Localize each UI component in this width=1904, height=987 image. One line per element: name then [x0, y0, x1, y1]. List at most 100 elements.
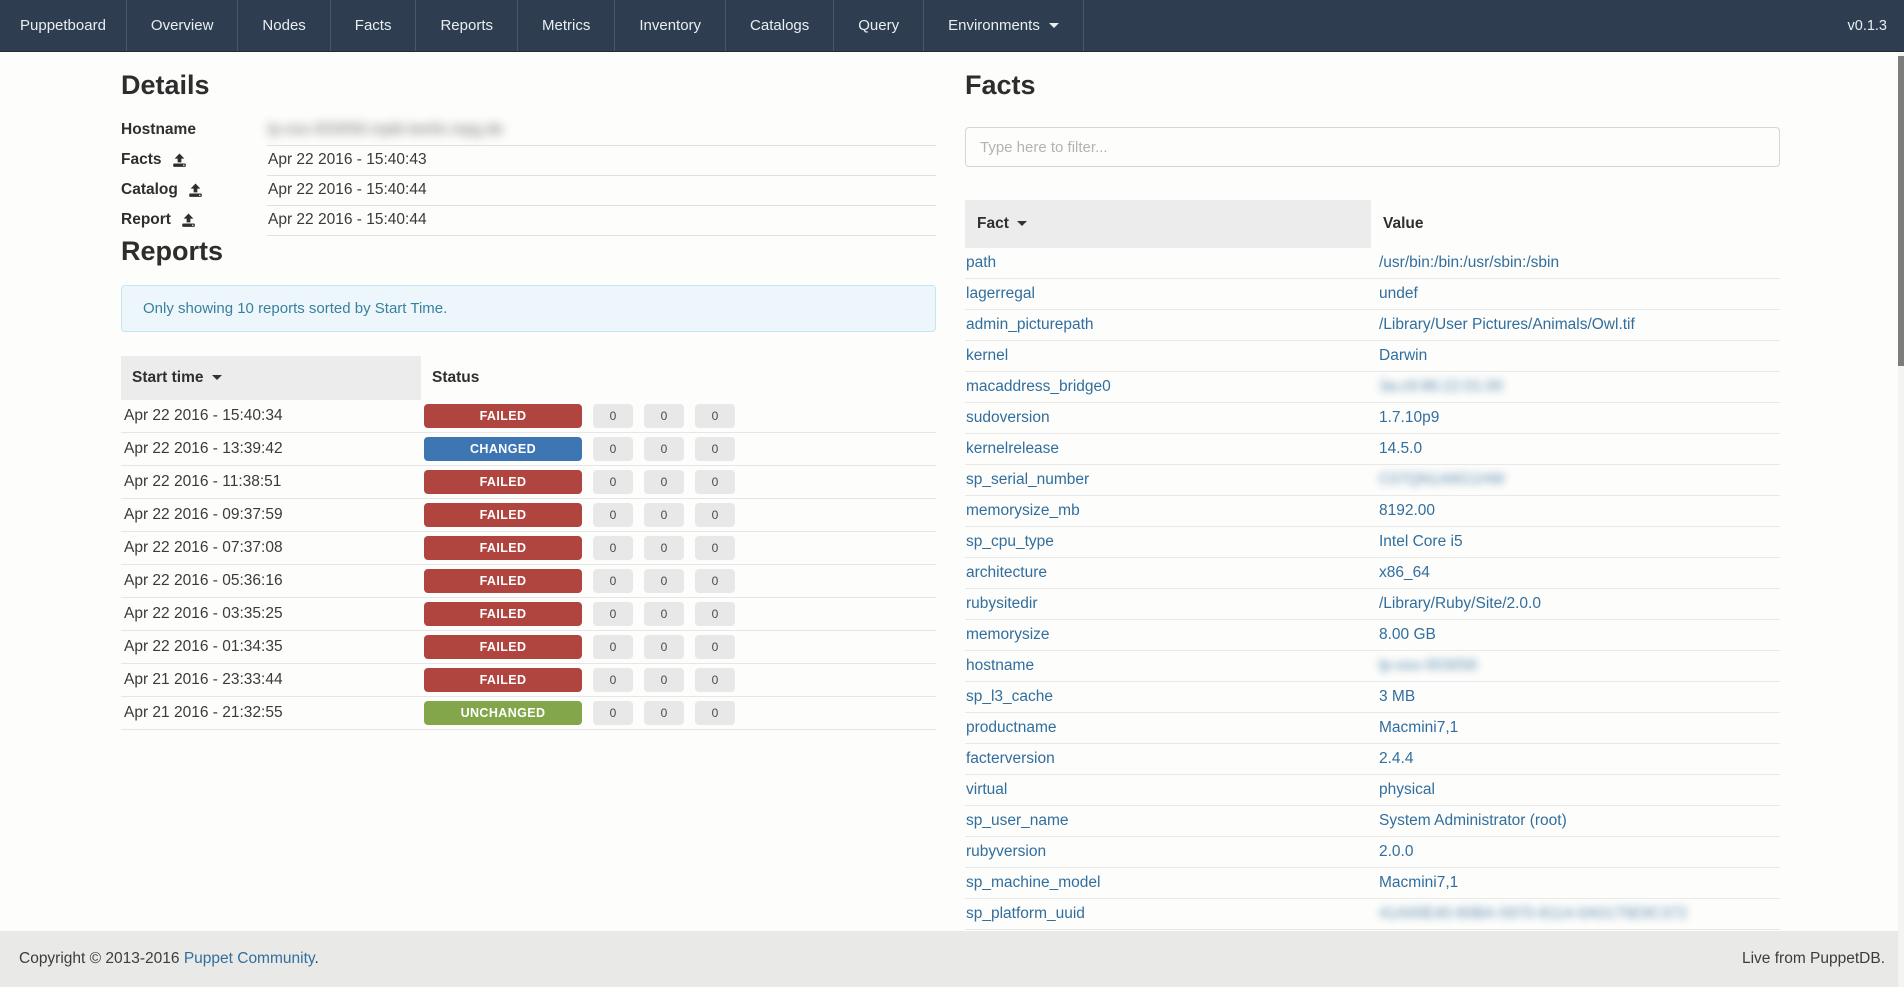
fact-row: memorysize 8.00 GB: [965, 619, 1780, 651]
report-row[interactable]: Apr 22 2016 - 09:37:59 FAILED 0 0 0: [121, 498, 936, 532]
fact-value-cell[interactable]: undef: [1371, 278, 1780, 310]
nav-item-reports[interactable]: Reports: [416, 0, 518, 51]
fact-value-cell[interactable]: System Administrator (root): [1371, 805, 1780, 837]
fact-name-link[interactable]: sp_cpu_type: [966, 533, 1054, 550]
count-badge: 0: [644, 536, 684, 560]
status-badge: FAILED: [424, 569, 582, 593]
report-start-time: Apr 22 2016 - 07:37:08: [121, 531, 421, 565]
detail-value: lp-osx-003056.mpib-berlin.mpg.de: [267, 115, 936, 146]
facts-filter-input[interactable]: [965, 127, 1780, 167]
report-row[interactable]: Apr 22 2016 - 15:40:34 FAILED 0 0 0: [121, 399, 936, 433]
detail-label: Hostname: [121, 115, 267, 145]
fact-value-cell[interactable]: /usr/bin:/bin:/usr/sbin:/sbin: [1371, 248, 1780, 279]
fact-name-link[interactable]: admin_picturepath: [966, 316, 1094, 333]
facts-header-value[interactable]: Value: [1371, 200, 1780, 248]
fact-row: lagerregal undef: [965, 278, 1780, 310]
navbar-brand[interactable]: Puppetboard: [0, 0, 127, 51]
scrollbar-thumb[interactable]: [1898, 56, 1904, 366]
fact-row: sp_l3_cache 3 MB: [965, 681, 1780, 713]
facts-header-fact[interactable]: Fact: [965, 200, 1371, 248]
fact-value-cell[interactable]: Macmini7,1: [1371, 867, 1780, 899]
report-row[interactable]: Apr 22 2016 - 03:35:25 FAILED 0 0 0: [121, 597, 936, 631]
fact-value-cell[interactable]: 2.4.4: [1371, 743, 1780, 775]
fact-value-cell[interactable]: 3 MB: [1371, 681, 1780, 713]
fact-name-link[interactable]: architecture: [966, 564, 1047, 581]
report-row[interactable]: Apr 22 2016 - 11:38:51 FAILED 0 0 0: [121, 465, 936, 499]
fact-value-cell[interactable]: lp-osx-003056: [1371, 650, 1780, 682]
fact-name-link[interactable]: kernel: [966, 347, 1009, 364]
fact-value-cell[interactable]: 2.0.0: [1371, 836, 1780, 868]
fact-value-cell[interactable]: Darwin: [1371, 340, 1780, 372]
nav-item-environments[interactable]: Environments: [924, 0, 1084, 51]
status-cell-inner: FAILED 0 0 0: [424, 602, 936, 626]
scrollbar-track[interactable]: [1898, 53, 1904, 987]
puppet-community-link[interactable]: Puppet Community: [183, 950, 315, 967]
upload-icon[interactable]: [172, 152, 187, 168]
fact-name-link[interactable]: rubyversion: [966, 843, 1047, 860]
nav-item-inventory[interactable]: Inventory: [615, 0, 727, 51]
details-title: Details: [121, 70, 210, 100]
upload-icon[interactable]: [181, 212, 196, 228]
fact-value-cell[interactable]: 1.7.10p9: [1371, 402, 1780, 434]
fact-name-link[interactable]: sp_platform_uuid: [966, 905, 1085, 922]
status-badge: FAILED: [424, 503, 582, 527]
fact-name-link[interactable]: sp_user_name: [966, 812, 1069, 829]
fact-row: kernelrelease 14.5.0: [965, 433, 1780, 465]
nav-item-overview[interactable]: Overview: [127, 0, 239, 51]
fact-name-link[interactable]: facterversion: [966, 750, 1055, 767]
fact-name-link[interactable]: path: [966, 254, 997, 271]
fact-name-link[interactable]: memorysize: [966, 626, 1050, 643]
report-row[interactable]: Apr 21 2016 - 21:32:55 UNCHANGED 0 0 0: [121, 696, 936, 730]
fact-value-cell[interactable]: physical: [1371, 774, 1780, 806]
nav-item-nodes[interactable]: Nodes: [238, 0, 331, 51]
fact-row: memorysize_mb 8192.00: [965, 495, 1780, 527]
fact-name-link[interactable]: productname: [966, 719, 1057, 736]
report-row[interactable]: Apr 21 2016 - 23:33:44 FAILED 0 0 0: [121, 663, 936, 697]
reports-header-start-time[interactable]: Start time: [121, 355, 421, 400]
report-row[interactable]: Apr 22 2016 - 07:37:08 FAILED 0 0 0: [121, 531, 936, 565]
count-badge: 0: [695, 701, 735, 725]
nav-item-facts[interactable]: Facts: [331, 0, 417, 51]
footer: Copyright © 2013-2016 Puppet Community. …: [0, 931, 1904, 987]
fact-name-link[interactable]: kernelrelease: [966, 440, 1060, 457]
fact-name-link[interactable]: sp_serial_number: [966, 471, 1090, 488]
report-row[interactable]: Apr 22 2016 - 01:34:35 FAILED 0 0 0: [121, 630, 936, 664]
fact-name-link[interactable]: sp_machine_model: [966, 874, 1101, 891]
fact-value-cell[interactable]: Macmini7,1: [1371, 712, 1780, 744]
nav-item-query[interactable]: Query: [834, 0, 925, 51]
detail-label-text: Hostname: [121, 121, 196, 138]
status-cell-inner: FAILED 0 0 0: [424, 403, 936, 428]
fact-value-cell[interactable]: C07QN1A6G1HW: [1371, 464, 1780, 496]
fact-value-cell[interactable]: 8192.00: [1371, 495, 1780, 527]
fact-value-cell[interactable]: 14.5.0: [1371, 433, 1780, 465]
report-status-cell: FAILED 0 0 0: [421, 597, 936, 631]
fact-value-cell[interactable]: /Library/User Pictures/Animals/Owl.tif: [1371, 309, 1780, 341]
count-badge: 0: [644, 403, 684, 428]
report-status-cell: CHANGED 0 0 0: [421, 432, 936, 466]
reports-title: Reports: [121, 235, 224, 266]
fact-value-cell[interactable]: /Library/Ruby/Site/2.0.0: [1371, 588, 1780, 620]
fact-name-link[interactable]: memorysize_mb: [966, 502, 1080, 519]
report-row[interactable]: Apr 22 2016 - 05:36:16 FAILED 0 0 0: [121, 564, 936, 598]
nav-item-metrics[interactable]: Metrics: [518, 0, 616, 51]
fact-value-cell[interactable]: 3a:c9:86:22:01:00: [1371, 371, 1780, 403]
upload-icon[interactable]: [188, 182, 203, 198]
fact-name-link[interactable]: macaddress_bridge0: [966, 378, 1111, 395]
status-badge: FAILED: [424, 635, 582, 659]
report-row[interactable]: Apr 22 2016 - 13:39:42 CHANGED 0 0 0: [121, 432, 936, 466]
fact-value-cell[interactable]: Intel Core i5: [1371, 526, 1780, 558]
fact-row: admin_picturepath/Library/User Pictures/…: [965, 309, 1780, 341]
fact-value-cell[interactable]: 8.00 GB: [1371, 619, 1780, 651]
fact-name-link[interactable]: virtual: [966, 781, 1008, 798]
fact-value-cell[interactable]: 41A00E40-60BA-5970-8114-0A0175E9C372: [1371, 898, 1780, 930]
fact-name-link[interactable]: hostname: [966, 657, 1035, 674]
sort-desc-icon: [211, 374, 222, 380]
reports-header-status[interactable]: Status: [421, 356, 936, 400]
nav-item-catalogs[interactable]: Catalogs: [726, 0, 835, 51]
fact-name-link[interactable]: rubysitedir: [966, 595, 1038, 612]
fact-row: kernel Darwin: [965, 340, 1780, 372]
fact-name-link[interactable]: sudoversion: [966, 409, 1050, 426]
fact-value-cell[interactable]: x86_64: [1371, 557, 1780, 589]
fact-name-link[interactable]: lagerregal: [966, 285, 1035, 302]
fact-name-link[interactable]: sp_l3_cache: [966, 688, 1054, 705]
